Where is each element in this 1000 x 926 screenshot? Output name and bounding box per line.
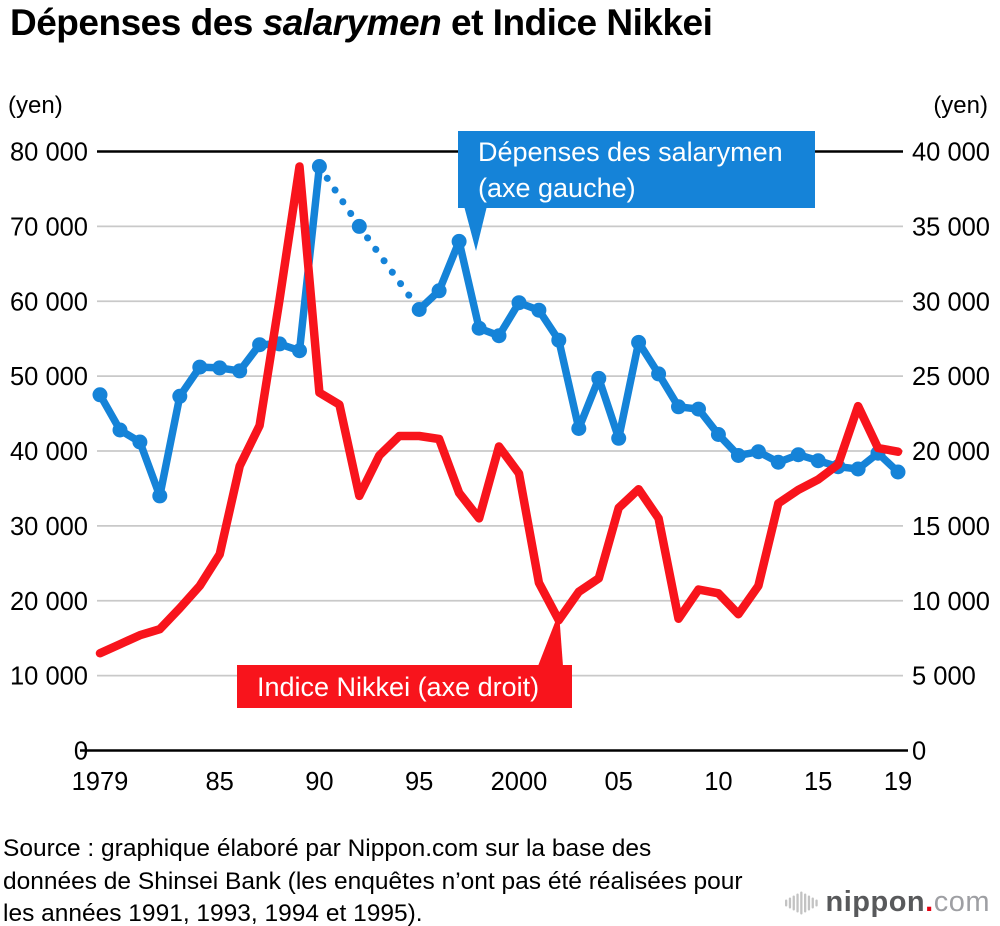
- spending-marker: [431, 283, 447, 299]
- x-tick-label: 2000: [491, 768, 548, 796]
- spending-marker: [411, 302, 427, 317]
- x-tick-label: 90: [305, 768, 333, 796]
- spending-marker: [92, 387, 108, 403]
- right-tick-label: 10 000: [912, 588, 990, 616]
- callout-spending-line1: Dépenses des salarymen: [478, 137, 783, 167]
- right-tick-label: 5 000: [912, 663, 976, 691]
- logo-brand: nippon: [825, 886, 926, 918]
- title-italic-word: salarymen: [262, 2, 442, 43]
- left-tick-label: 50 000: [10, 363, 88, 391]
- spending-marker: [611, 430, 627, 446]
- right-tick-label: 35 000: [912, 213, 990, 241]
- spending-marker: [810, 453, 826, 469]
- callout-nikkei-label: Indice Nikkei (axe droit): [257, 672, 540, 702]
- nippon-logo: nippon.com: [784, 886, 991, 919]
- x-tick-label: 95: [405, 768, 433, 796]
- left-tick-label: 40 000: [10, 438, 88, 466]
- spending-marker: [132, 434, 148, 450]
- source-note: Source : graphique élaboré par Nippon.co…: [3, 835, 743, 926]
- logo-tld: com: [933, 886, 990, 918]
- callout-spending: Dépenses des salarymen (axe gauche): [458, 131, 815, 208]
- spending-marker: [112, 422, 128, 438]
- spending-line-dotted: [315, 163, 363, 230]
- right-axis-unit: (yen): [933, 92, 988, 119]
- spending-line-dotted: [355, 222, 423, 313]
- callout-spending-pointer: [464, 206, 487, 251]
- callout-nikkei-pointer: [538, 612, 563, 666]
- spending-marker: [471, 320, 487, 336]
- right-tick-label: 40 000: [912, 139, 990, 167]
- right-tick-label: 20 000: [912, 438, 990, 466]
- left-tick-label: 20 000: [10, 588, 88, 616]
- spending-marker: [172, 388, 188, 404]
- left-tick-label: 0: [74, 738, 88, 766]
- left-tick-label: 80 000: [10, 139, 88, 167]
- right-tick-label: 15 000: [912, 513, 990, 541]
- spending-marker: [511, 295, 527, 311]
- spending-marker: [292, 343, 307, 359]
- title-suffix: et Indice Nikkei: [441, 2, 713, 43]
- spending-marker: [252, 337, 268, 353]
- x-tick-label: 85: [206, 768, 234, 796]
- left-tick-label: 60 000: [10, 288, 88, 316]
- spending-marker: [691, 401, 706, 417]
- title-prefix: Dépenses des: [10, 2, 263, 43]
- x-tick-label: 05: [605, 768, 633, 796]
- nikkei-line: [95, 162, 903, 658]
- spending-marker: [730, 448, 746, 463]
- spending-marker: [351, 218, 367, 234]
- spending-marker: [770, 454, 786, 470]
- spending-marker: [571, 421, 587, 436]
- spending-marker: [671, 399, 686, 415]
- spending-marker: [152, 488, 168, 504]
- spending-marker: [750, 444, 766, 460]
- logo-dot: .: [925, 886, 934, 918]
- logo-text: nippon.com: [826, 886, 991, 919]
- spending-marker: [710, 427, 726, 442]
- left-tick-label: 70 000: [10, 213, 88, 241]
- spending-line: [415, 237, 902, 476]
- spending-marker: [232, 363, 248, 379]
- spending-marker: [531, 302, 547, 318]
- left-tick-label: 30 000: [10, 513, 88, 541]
- spending-marker: [551, 332, 567, 348]
- page-title: Dépenses des salarymen et Indice Nikkei: [10, 2, 713, 44]
- right-tick-label: 25 000: [912, 363, 990, 391]
- spending-marker: [212, 360, 228, 376]
- spending-marker: [850, 461, 866, 477]
- soundwave-icon: [784, 891, 818, 914]
- spending-marker: [651, 366, 667, 382]
- spending-marker: [631, 334, 647, 350]
- left-tick-label: 10 000: [10, 663, 88, 691]
- spending-marker: [790, 447, 806, 463]
- spending-marker: [311, 159, 327, 174]
- x-tick-label: 10: [704, 768, 732, 796]
- spending-line: [96, 162, 324, 500]
- right-tick-label: 0: [912, 738, 926, 766]
- x-tick-label: 15: [804, 768, 832, 796]
- callout-spending-line2: (axe gauche): [478, 173, 636, 203]
- right-tick-label: 30 000: [912, 288, 990, 316]
- x-tick-label: 1979: [72, 768, 129, 796]
- spending-marker: [451, 233, 467, 249]
- spending-marker: [591, 370, 607, 386]
- spending-marker: [890, 464, 906, 480]
- spending-marker: [192, 359, 208, 375]
- left-axis-unit: (yen): [8, 92, 63, 119]
- callout-nikkei: Indice Nikkei (axe droit): [237, 665, 572, 708]
- spending-marker: [491, 328, 507, 344]
- x-tick-label: 19: [884, 768, 912, 796]
